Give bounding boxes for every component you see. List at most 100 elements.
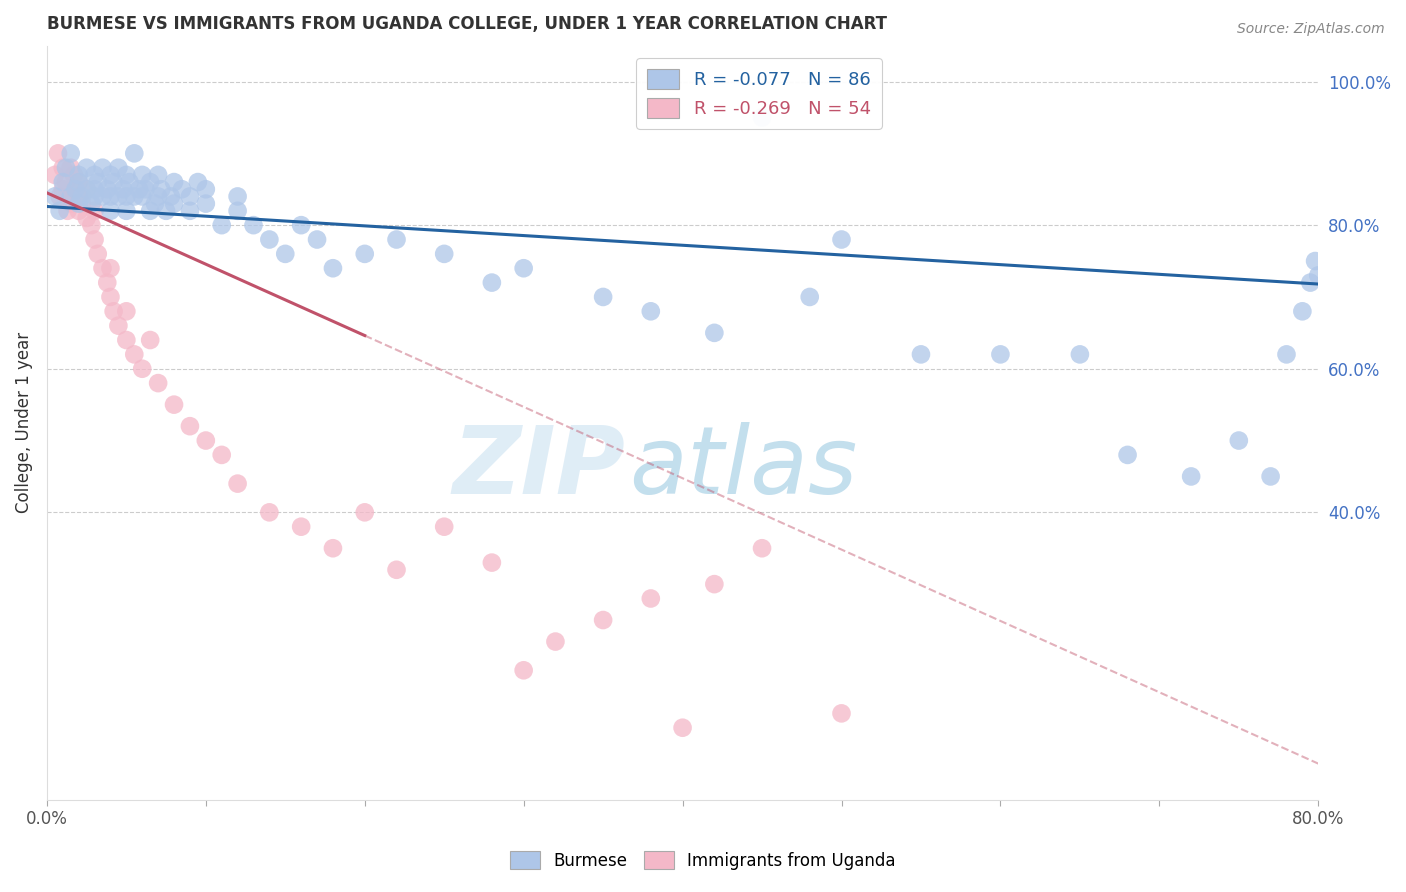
Point — [433, 519, 456, 533]
Point — [592, 290, 614, 304]
Point — [70, 189, 93, 203]
Point — [211, 448, 233, 462]
Point — [83, 203, 105, 218]
Point — [91, 161, 114, 175]
Point — [1227, 434, 1250, 448]
Point — [259, 505, 281, 519]
Point — [242, 218, 264, 232]
Point — [187, 175, 209, 189]
Point — [52, 161, 75, 175]
Point — [512, 663, 534, 677]
Point — [799, 290, 821, 304]
Point — [46, 146, 69, 161]
Point — [194, 182, 217, 196]
Point — [139, 175, 162, 189]
Point — [115, 304, 138, 318]
Point — [59, 189, 82, 203]
Point — [96, 182, 118, 196]
Point — [103, 304, 125, 318]
Point — [96, 276, 118, 290]
Point — [322, 541, 344, 556]
Point — [990, 347, 1012, 361]
Point — [150, 182, 173, 196]
Point — [751, 541, 773, 556]
Point — [55, 161, 77, 175]
Point — [274, 247, 297, 261]
Point — [87, 247, 110, 261]
Point — [146, 168, 169, 182]
Point — [1260, 469, 1282, 483]
Point — [163, 398, 186, 412]
Legend: R = -0.077   N = 86, R = -0.269   N = 54: R = -0.077 N = 86, R = -0.269 N = 54 — [636, 59, 882, 129]
Text: atlas: atlas — [630, 422, 858, 513]
Point — [1308, 268, 1330, 283]
Point — [100, 261, 122, 276]
Point — [1069, 347, 1091, 361]
Point — [118, 175, 141, 189]
Point — [76, 182, 98, 196]
Point — [163, 196, 186, 211]
Point — [67, 168, 90, 182]
Point — [433, 247, 456, 261]
Point — [59, 189, 82, 203]
Point — [481, 556, 503, 570]
Point — [481, 276, 503, 290]
Point — [59, 146, 82, 161]
Point — [67, 203, 90, 218]
Point — [115, 168, 138, 182]
Point — [544, 634, 567, 648]
Point — [751, 111, 773, 125]
Text: ZIP: ZIP — [453, 422, 626, 514]
Point — [67, 189, 90, 203]
Point — [131, 361, 153, 376]
Point — [194, 434, 217, 448]
Point — [48, 189, 70, 203]
Text: BURMESE VS IMMIGRANTS FROM UGANDA COLLEGE, UNDER 1 YEAR CORRELATION CHART: BURMESE VS IMMIGRANTS FROM UGANDA COLLEG… — [46, 15, 887, 33]
Point — [1275, 347, 1298, 361]
Point — [128, 182, 150, 196]
Point — [124, 347, 146, 361]
Point — [1180, 469, 1202, 483]
Point — [107, 161, 129, 175]
Point — [290, 519, 312, 533]
Point — [70, 196, 93, 211]
Point — [107, 318, 129, 333]
Point — [83, 189, 105, 203]
Point — [160, 189, 183, 203]
Point — [831, 706, 853, 721]
Point — [76, 182, 98, 196]
Point — [139, 203, 162, 218]
Point — [703, 577, 725, 591]
Point — [259, 233, 281, 247]
Point — [115, 203, 138, 218]
Point — [44, 189, 66, 203]
Point — [385, 563, 408, 577]
Point — [512, 261, 534, 276]
Point — [179, 203, 201, 218]
Point — [322, 261, 344, 276]
Point — [87, 175, 110, 189]
Point — [65, 182, 87, 196]
Point — [115, 333, 138, 347]
Point — [80, 196, 103, 211]
Point — [1303, 254, 1326, 268]
Point — [139, 333, 162, 347]
Point — [211, 218, 233, 232]
Point — [307, 233, 329, 247]
Point — [146, 189, 169, 203]
Point — [44, 168, 66, 182]
Point — [52, 175, 75, 189]
Point — [226, 476, 249, 491]
Point — [1116, 448, 1139, 462]
Point — [112, 182, 135, 196]
Point — [353, 505, 375, 519]
Point — [59, 161, 82, 175]
Point — [226, 203, 249, 218]
Point — [179, 419, 201, 434]
Point — [60, 196, 83, 211]
Point — [48, 203, 70, 218]
Point — [131, 168, 153, 182]
Point — [124, 146, 146, 161]
Point — [226, 189, 249, 203]
Point — [831, 233, 853, 247]
